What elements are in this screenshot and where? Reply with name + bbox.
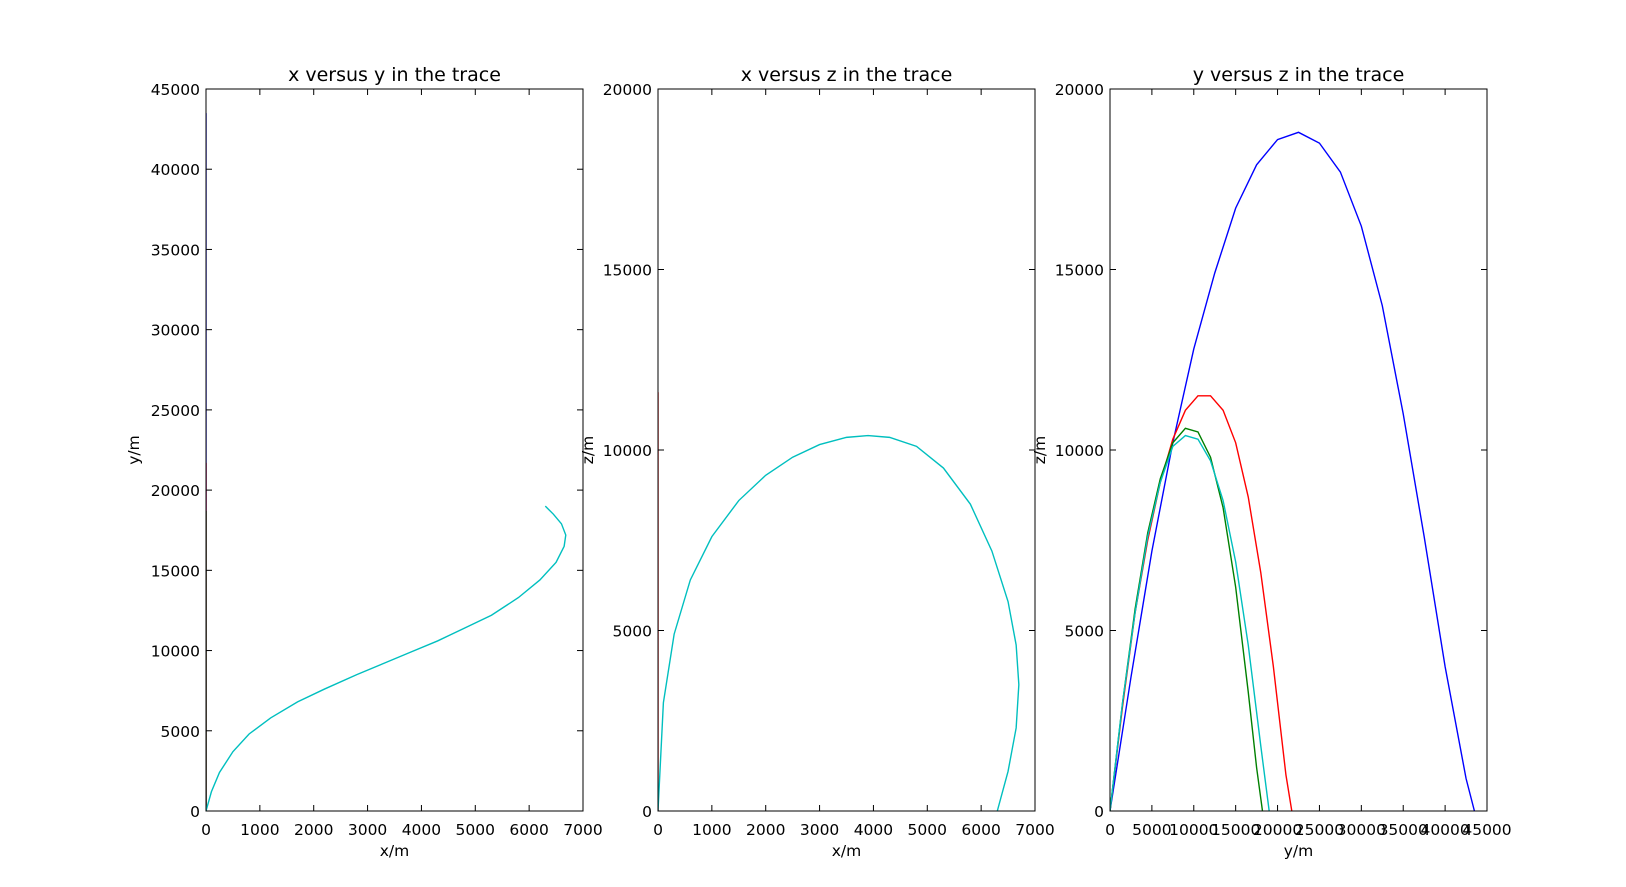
series-line-4 (206, 505, 567, 811)
x-tick-label: 30000 (1337, 821, 1386, 839)
x-tick-label: 0 (653, 821, 663, 839)
chart-panel-1: 0 1000 2000 3000 4000 5000 6000 7000 0 5000 10000 1… (125, 64, 603, 860)
chart-title: y versus z in the trace (1193, 64, 1405, 86)
y-tick-label: 40000 (151, 161, 200, 179)
series-line-4 (1110, 434, 1270, 811)
y-tick-label: 0 (190, 803, 200, 821)
y-tick-label: 30000 (151, 322, 200, 340)
y-tick-label: 15000 (1055, 262, 1104, 280)
x-tick-label: 5000 (456, 821, 495, 839)
y-tick-label: 35000 (151, 241, 200, 259)
x-tick-label: 2000 (294, 821, 333, 839)
series-line-2 (658, 434, 1020, 811)
y-tick-label: 20000 (1055, 81, 1104, 99)
y-tick-label: 45000 (151, 81, 200, 99)
y-tick-label: 20000 (151, 482, 200, 500)
x-axis-label: x/m (832, 842, 862, 860)
x-axis-label: x/m (380, 842, 410, 860)
x-tick-label: 0 (1105, 821, 1115, 839)
x-tick-label: 5000 (1132, 821, 1171, 839)
chart-title: x versus y in the trace (288, 64, 501, 86)
chart-panel-2: 0 1000 2000 3000 4000 5000 6000 7000 0 5000 10000 1… (579, 64, 1055, 860)
plot-frame (205, 88, 584, 812)
x-tick-label: 4000 (402, 821, 441, 839)
x-tick-label: 7000 (1015, 821, 1054, 839)
y-tick-label: 15000 (151, 562, 200, 580)
x-tick-label: 6000 (961, 821, 1000, 839)
x-tick-label: 5000 (908, 821, 947, 839)
x-tick-label: 3000 (800, 821, 839, 839)
x-tick-label: 1000 (240, 821, 279, 839)
y-tick-label: 15000 (603, 262, 652, 280)
x-tick-label: 10000 (1169, 821, 1218, 839)
x-tick-label: 40000 (1420, 821, 1469, 839)
x-tick-label: 3000 (348, 821, 387, 839)
y-axis-label: z/m (1031, 436, 1049, 464)
y-tick-label: 20000 (603, 81, 652, 99)
y-tick-label: 10000 (151, 643, 200, 661)
y-tick-label: 0 (1094, 803, 1104, 821)
y-tick-label: 5000 (1065, 623, 1104, 641)
y-tick-label: 5000 (161, 723, 200, 741)
x-tick-label: 25000 (1295, 821, 1344, 839)
x-tick-label: 15000 (1211, 821, 1260, 839)
x-tick-label: 1000 (692, 821, 731, 839)
x-tick-label: 7000 (563, 821, 602, 839)
y-tick-label: 10000 (1055, 442, 1104, 460)
x-tick-label: 4000 (854, 821, 893, 839)
y-tick-label: 5000 (613, 623, 652, 641)
y-tick-label: 25000 (151, 402, 200, 420)
y-axis-label: z/m (579, 436, 597, 464)
x-tick-label: 20000 (1253, 821, 1302, 839)
x-axis-label: y/m (1284, 842, 1314, 860)
chart-panel-3: 0 500010000150002000025000300003500040000… (1031, 64, 1512, 860)
x-tick-label: 2000 (746, 821, 785, 839)
y-tick-label: 0 (642, 803, 652, 821)
x-tick-label: 45000 (1462, 821, 1511, 839)
x-tick-label: 6000 (509, 821, 548, 839)
x-tick-label: 35000 (1379, 821, 1428, 839)
x-tick-label: 0 (201, 821, 211, 839)
y-axis-label: y/m (125, 435, 143, 465)
y-tick-label: 10000 (603, 442, 652, 460)
chart-title: x versus z in the trace (741, 64, 953, 86)
